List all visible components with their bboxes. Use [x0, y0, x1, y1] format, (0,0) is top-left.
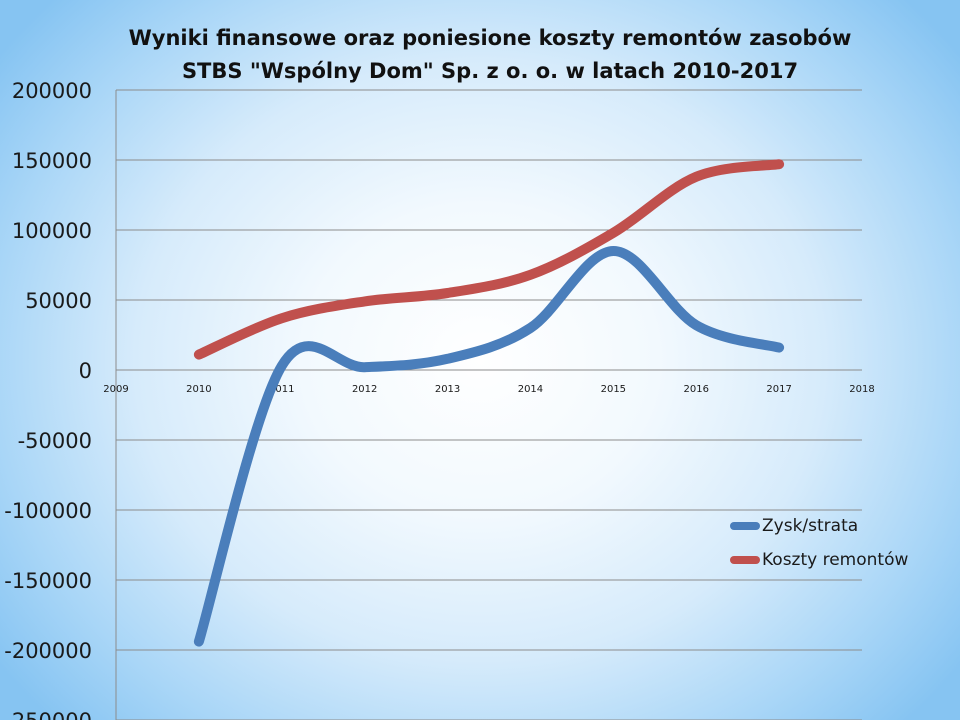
legend-item-koszty-remontow: Koszty remontów	[730, 548, 908, 572]
legend-swatch-zysk-strata	[730, 522, 760, 530]
legend-item-zysk-strata: Zysk/strata	[730, 514, 858, 538]
y-tick-label: 150000	[12, 149, 92, 173]
y-tick-label: -250000	[4, 709, 92, 720]
y-tick-label: 100000	[12, 219, 92, 243]
y-tick-label: -50000	[18, 429, 92, 453]
legend-label-koszty-remontow: Koszty remontów	[762, 550, 909, 570]
x-tick-label: 2013	[435, 384, 460, 395]
x-tick-labels: 2009 2010 2011 2012 2013 2014 2015 2016 2017 2018	[103, 384, 874, 395]
y-tick-label: 50000	[25, 289, 92, 313]
series-line-zysk-strata	[193, 245, 785, 647]
x-tick-label: 2016	[683, 384, 708, 395]
series-line-koszty-remontow	[193, 159, 785, 360]
chart-title-line-2: STBS "Wspólny Dom" Sp. z o. o. w latach …	[181, 59, 799, 83]
x-tick-label: 2015	[601, 384, 626, 395]
chart-title-line-1: Wyniki finansowe oraz poniesione koszty …	[128, 26, 852, 50]
x-tick-label: 2017	[766, 384, 791, 395]
y-tick-label: 200000	[12, 79, 92, 103]
x-tick-label: 2010	[186, 384, 211, 395]
x-tick-label: 2018	[849, 384, 874, 395]
y-tick-label: -100000	[4, 499, 92, 523]
y-tick-label: -150000	[4, 569, 92, 593]
x-tick-label: 2011	[269, 384, 294, 395]
legend-label-zysk-strata: Zysk/strata	[762, 516, 859, 536]
x-tick-label: 2009	[103, 384, 128, 395]
y-tick-labels: 200000 150000 100000 50000 0 -50000 -100000 -15…	[4, 79, 92, 720]
x-tick-label: 2014	[518, 384, 543, 395]
legend-swatch-koszty-remontow	[730, 556, 760, 564]
series-lines	[193, 159, 785, 647]
y-tick-label: -200000	[4, 639, 92, 663]
x-tick-label: 2012	[352, 384, 377, 395]
gridlines	[116, 89, 862, 720]
y-tick-label: 0	[79, 359, 92, 383]
